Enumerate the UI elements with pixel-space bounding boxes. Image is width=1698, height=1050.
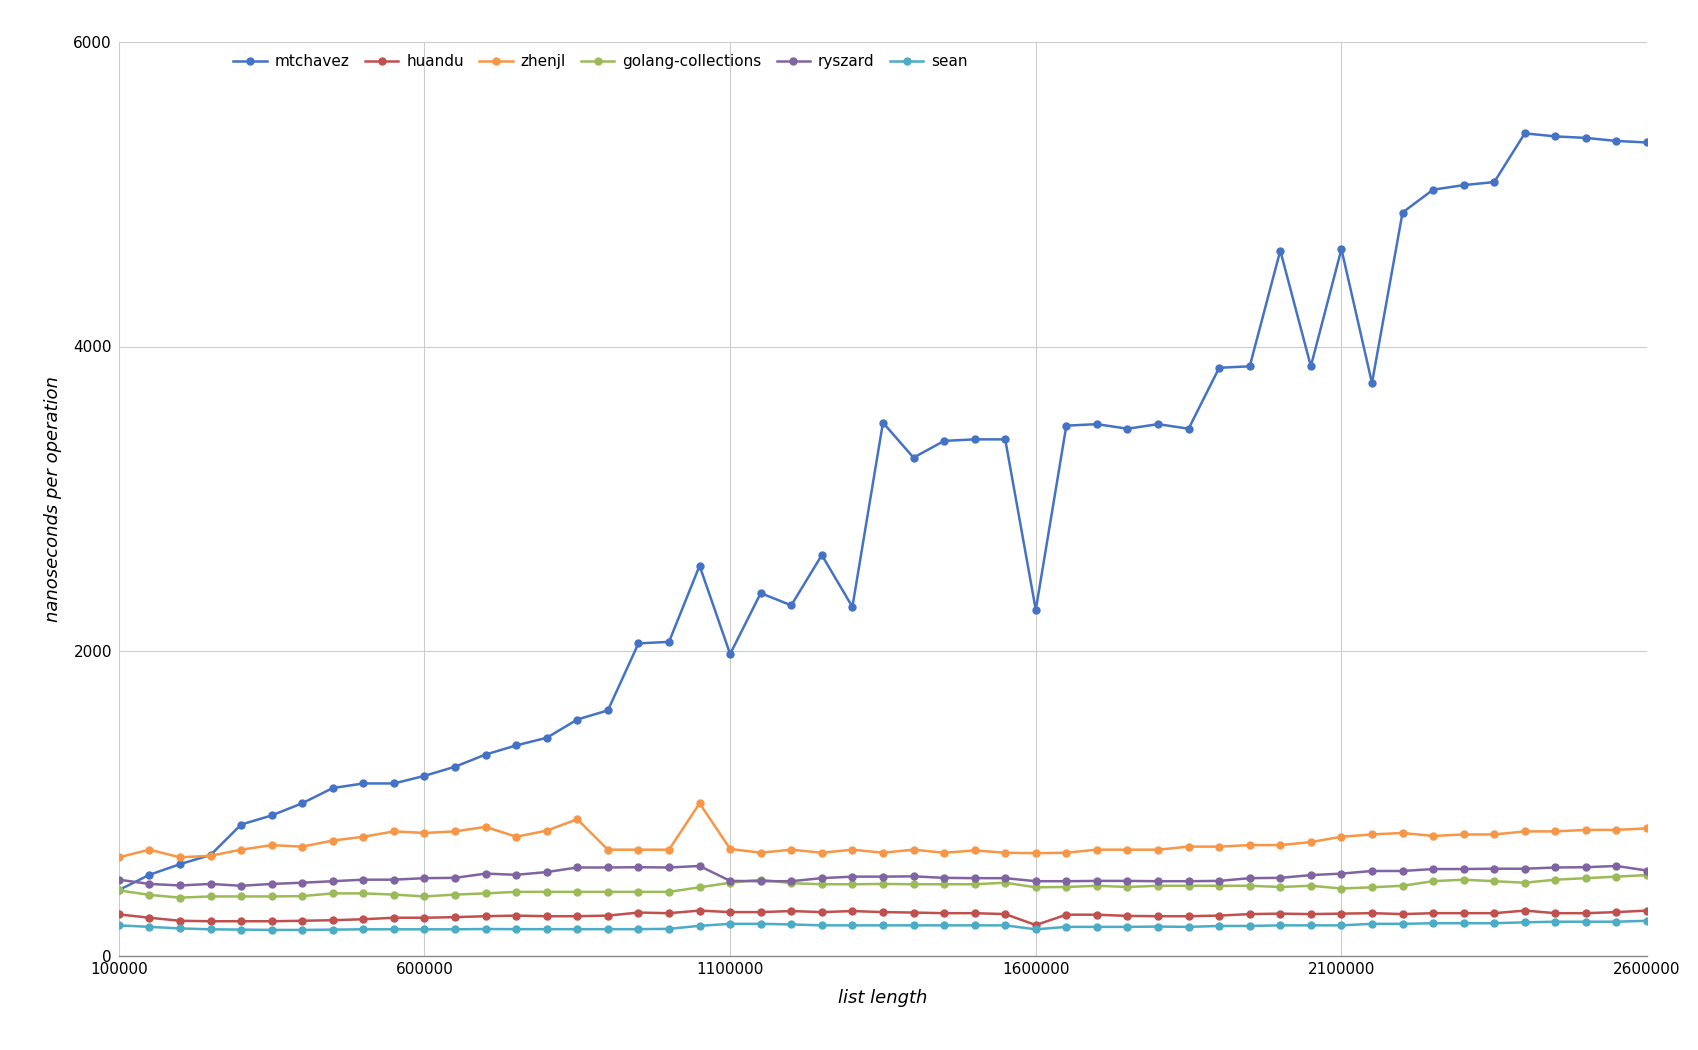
huandu <box>1026 919 1046 931</box>
Line: golang-collections: golang-collections <box>115 872 1650 901</box>
zhenjl <box>598 843 618 856</box>
sean <box>1240 920 1260 932</box>
mtchavez <box>1117 422 1138 435</box>
huandu <box>1637 904 1657 917</box>
golang-collections <box>628 885 649 898</box>
golang-collections <box>170 891 190 904</box>
ryszard <box>598 861 618 874</box>
mtchavez <box>1515 127 1535 140</box>
zhenjl <box>1637 822 1657 835</box>
Line: sean: sean <box>115 918 1650 933</box>
ryszard <box>1178 875 1199 887</box>
ryszard <box>231 880 251 892</box>
huandu <box>598 909 618 922</box>
Line: ryszard: ryszard <box>115 862 1650 889</box>
mtchavez <box>1606 134 1627 147</box>
Line: zhenjl: zhenjl <box>115 800 1650 861</box>
sean <box>1148 920 1168 932</box>
zhenjl <box>109 850 129 863</box>
sean <box>1606 916 1627 928</box>
huandu <box>567 910 588 923</box>
Y-axis label: nanoseconds per operation: nanoseconds per operation <box>44 376 63 622</box>
zhenjl <box>1148 843 1168 856</box>
mtchavez <box>109 884 129 897</box>
zhenjl <box>567 813 588 825</box>
ryszard <box>689 860 710 873</box>
golang-collections <box>1148 880 1168 892</box>
mtchavez <box>598 705 618 717</box>
ryszard <box>1606 860 1627 873</box>
huandu <box>1270 907 1290 920</box>
zhenjl <box>689 797 710 810</box>
golang-collections <box>1637 868 1657 881</box>
golang-collections <box>1606 870 1627 883</box>
huandu <box>1606 906 1627 919</box>
huandu <box>109 908 129 921</box>
sean <box>475 923 496 936</box>
Line: huandu: huandu <box>115 907 1650 928</box>
Line: mtchavez: mtchavez <box>115 130 1650 894</box>
huandu <box>445 910 465 923</box>
golang-collections <box>109 884 129 897</box>
zhenjl <box>1606 823 1627 836</box>
ryszard <box>109 874 129 886</box>
sean <box>598 923 618 936</box>
zhenjl <box>445 825 465 838</box>
mtchavez <box>1637 136 1657 149</box>
golang-collections <box>598 885 618 898</box>
X-axis label: list length: list length <box>839 988 927 1007</box>
sean <box>628 923 649 936</box>
ryszard <box>475 867 496 880</box>
mtchavez <box>445 760 465 773</box>
Legend: mtchavez, huandu, zhenjl, golang-collections, ryszard, sean: mtchavez, huandu, zhenjl, golang-collect… <box>233 55 968 69</box>
golang-collections <box>475 887 496 900</box>
ryszard <box>1270 872 1290 884</box>
sean <box>109 919 129 931</box>
ryszard <box>628 861 649 874</box>
huandu <box>689 904 710 917</box>
huandu <box>1178 910 1199 923</box>
sean <box>1637 915 1657 927</box>
ryszard <box>1637 864 1657 877</box>
zhenjl <box>1240 839 1260 852</box>
mtchavez <box>567 713 588 726</box>
sean <box>261 924 282 937</box>
golang-collections <box>1240 880 1260 892</box>
mtchavez <box>1209 361 1229 374</box>
